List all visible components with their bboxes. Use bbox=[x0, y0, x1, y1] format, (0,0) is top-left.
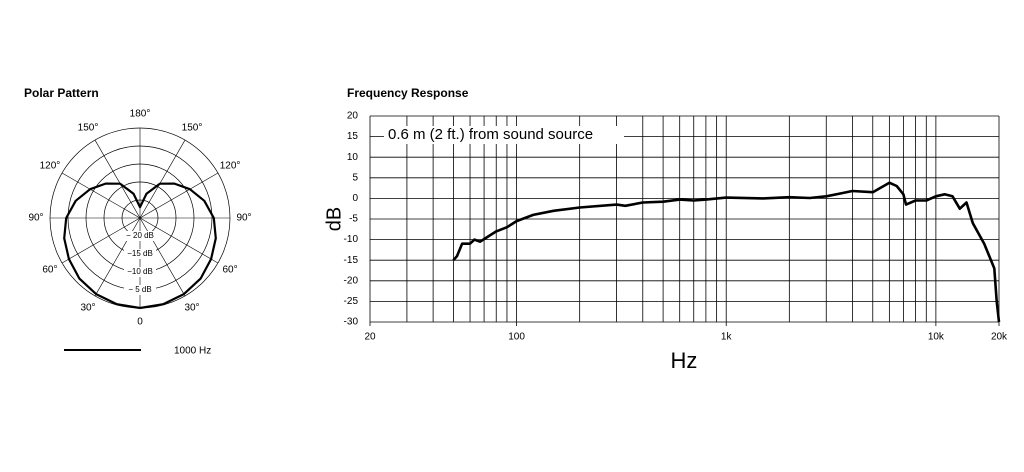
ring-label-bg bbox=[124, 267, 156, 277]
polar-curve bbox=[63, 182, 217, 310]
angle-label: 60° bbox=[223, 265, 238, 276]
spoke bbox=[61, 217, 141, 264]
x-axis-label: Hz bbox=[671, 348, 698, 373]
y-tick-label: -25 bbox=[344, 296, 359, 307]
spoke bbox=[139, 172, 219, 219]
polar-title: Polar Pattern bbox=[24, 86, 99, 100]
ring-label-bg bbox=[124, 231, 156, 241]
spoke bbox=[139, 217, 219, 264]
angle-label: 60° bbox=[42, 265, 57, 276]
annotation: 0.6 m (2 ft.) from sound source bbox=[388, 126, 593, 143]
angle-label: 150° bbox=[78, 123, 99, 134]
y-tick-label: 20 bbox=[347, 111, 359, 122]
angle-label: 150° bbox=[182, 123, 203, 134]
y-tick-label: -15 bbox=[344, 255, 359, 266]
freq-title: Frequency Response bbox=[347, 86, 469, 100]
y-tick-label: 15 bbox=[347, 131, 359, 142]
ring-label-bg bbox=[124, 285, 156, 295]
spoke bbox=[139, 217, 186, 297]
angle-label: 120° bbox=[40, 161, 61, 172]
ring-label: − 20 dB bbox=[126, 231, 154, 240]
legend-label: 1000 Hz bbox=[174, 346, 211, 357]
x-tick-label: 100 bbox=[508, 332, 525, 343]
ring-label: − 5 dB bbox=[128, 285, 151, 294]
angle-label: 0 bbox=[137, 317, 143, 328]
angle-label: 30° bbox=[80, 303, 95, 314]
angle-label: 180° bbox=[130, 109, 151, 120]
y-tick-label: 5 bbox=[352, 172, 358, 183]
x-tick-label: 10k bbox=[928, 332, 945, 343]
spoke bbox=[139, 139, 186, 219]
angle-label: 30° bbox=[184, 303, 199, 314]
ring-label: −10 dB bbox=[127, 267, 153, 276]
y-tick-label: -30 bbox=[344, 317, 359, 328]
ring-label-bg bbox=[124, 249, 156, 259]
response-line bbox=[452, 181, 1001, 323]
y-tick-label: -5 bbox=[349, 214, 358, 225]
y-tick-label: 10 bbox=[347, 152, 359, 163]
x-tick-label: 1k bbox=[721, 332, 733, 343]
spoke bbox=[94, 217, 141, 297]
y-tick-label: -10 bbox=[344, 234, 359, 245]
y-tick-label: 0 bbox=[352, 193, 358, 204]
x-tick-label: 20 bbox=[364, 332, 376, 343]
ring-label: −15 dB bbox=[127, 249, 153, 258]
angle-label: 90° bbox=[236, 213, 251, 224]
spoke bbox=[61, 172, 141, 219]
y-tick-label: -20 bbox=[344, 275, 359, 286]
spoke bbox=[94, 139, 141, 219]
y-axis-label: dB bbox=[323, 207, 345, 231]
annotation-bg bbox=[384, 126, 624, 144]
x-tick-label: 20k bbox=[991, 332, 1008, 343]
angle-label: 90° bbox=[28, 213, 43, 224]
angle-label: 120° bbox=[220, 161, 241, 172]
